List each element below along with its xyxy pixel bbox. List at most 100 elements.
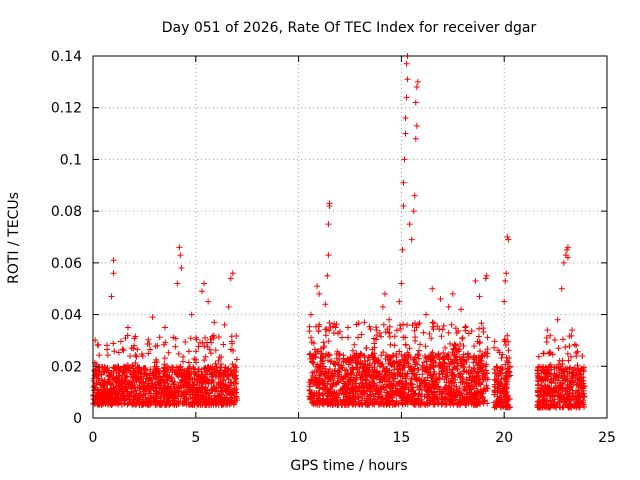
roti-point (393, 353, 400, 360)
roti-point (567, 403, 574, 410)
roti-point (339, 334, 346, 341)
roti-point (382, 396, 389, 403)
roti-point (580, 394, 587, 401)
roti-point (113, 364, 120, 371)
roti-point (133, 397, 140, 404)
roti-point (180, 370, 187, 377)
roti-point (506, 354, 513, 361)
roti-point (451, 364, 458, 371)
roti-point (176, 384, 183, 391)
roti-point (152, 388, 159, 395)
roti-point (463, 399, 470, 406)
roti-point (193, 393, 200, 400)
roti-point (346, 400, 353, 407)
roti-point (320, 390, 327, 397)
y-tick-label: 0.06 (51, 256, 82, 272)
roti-point (505, 401, 512, 408)
roti-point (224, 373, 231, 380)
roti-point (204, 344, 211, 351)
roti-point (541, 368, 548, 375)
y-tick-label: 0.02 (51, 359, 82, 375)
roti-point (207, 350, 214, 357)
roti-point (439, 400, 446, 407)
roti-point (369, 346, 376, 353)
roti-point (185, 348, 192, 355)
roti-point (113, 388, 120, 395)
roti-point (348, 356, 355, 363)
roti-point (204, 364, 211, 371)
x-tick-label: 20 (495, 430, 513, 446)
roti-point (480, 325, 487, 332)
roti-point (433, 377, 440, 384)
roti-point-peak (379, 303, 386, 310)
roti-point (322, 369, 329, 376)
roti-point (169, 368, 176, 375)
roti-point (131, 367, 138, 374)
roti-point-peak (188, 311, 195, 318)
roti-point (387, 354, 394, 361)
roti-point (491, 381, 498, 388)
roti-point (437, 362, 444, 369)
roti-point (230, 400, 237, 407)
roti-point (495, 372, 502, 379)
roti-point (398, 385, 405, 392)
roti-point-peak (472, 277, 479, 284)
roti-point (413, 376, 420, 383)
roti-point (463, 357, 470, 364)
roti-point (429, 323, 436, 330)
roti-point (451, 373, 458, 380)
roti-point (227, 399, 234, 406)
roti-point (316, 384, 323, 391)
roti-point (577, 370, 584, 377)
roti-point (427, 385, 434, 392)
roti-point (422, 343, 429, 350)
roti-point (353, 321, 360, 328)
roti-point (428, 335, 435, 342)
roti-point (128, 379, 135, 386)
roti-point-peak (149, 314, 156, 321)
roti-point (411, 327, 418, 334)
roti-point (125, 364, 132, 371)
roti-point (93, 372, 100, 379)
roti-point (470, 366, 477, 373)
roti-point (504, 378, 511, 385)
roti-point (165, 384, 172, 391)
roti-point (498, 367, 505, 374)
roti-point (315, 363, 322, 370)
roti-point (564, 375, 571, 382)
roti-point-peak (413, 84, 420, 91)
roti-point (380, 321, 387, 328)
roti-point (369, 388, 376, 395)
roti-point (132, 333, 139, 340)
roti-point (379, 368, 386, 375)
roti-point (157, 385, 164, 392)
roti-point (149, 384, 156, 391)
roti-point-peak (344, 324, 351, 331)
roti-point (560, 372, 567, 379)
roti-point (427, 397, 434, 404)
roti-point (435, 400, 442, 407)
roti-point (228, 346, 235, 353)
roti-point (581, 403, 588, 410)
roti-point-peak (437, 296, 444, 303)
roti-point (316, 377, 323, 384)
roti-point (208, 386, 215, 393)
roti-point-peak (110, 270, 117, 277)
roti-point (180, 358, 187, 365)
roti-point (369, 372, 376, 379)
roti-point (205, 365, 212, 372)
roti-point (193, 372, 200, 379)
roti-point-peak (161, 324, 168, 331)
roti-point (543, 396, 550, 403)
roti-point (344, 378, 351, 385)
roti-point (499, 370, 506, 377)
roti-point (393, 350, 400, 357)
roti-point (426, 330, 433, 337)
roti-point (312, 377, 319, 384)
roti-point (543, 338, 550, 345)
x-tick-label: 10 (290, 430, 308, 446)
roti-point (181, 371, 188, 378)
roti-point (330, 398, 337, 405)
roti-point (491, 338, 498, 345)
roti-point (501, 387, 508, 394)
